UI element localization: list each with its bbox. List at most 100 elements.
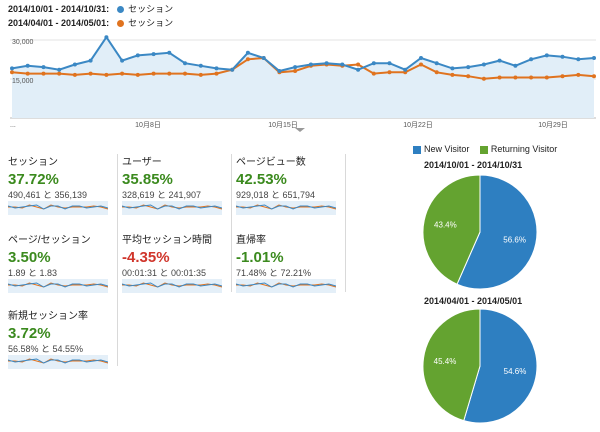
- returning-visitor-swatch-icon: [479, 145, 488, 154]
- data-point[interactable]: [10, 66, 14, 71]
- visitor-pie-chart[interactable]: 54.6% 45.4%: [420, 306, 540, 426]
- data-point[interactable]: [293, 65, 298, 70]
- data-point[interactable]: [293, 69, 298, 73]
- pie-label-new: 54.6%: [504, 367, 527, 376]
- data-point[interactable]: [104, 35, 109, 40]
- data-point[interactable]: [544, 53, 549, 58]
- data-point[interactable]: [72, 72, 77, 77]
- data-point[interactable]: [419, 62, 423, 67]
- data-point[interactable]: [214, 71, 219, 76]
- data-point[interactable]: [450, 66, 455, 71]
- data-point[interactable]: [576, 72, 581, 77]
- data-point[interactable]: [10, 70, 14, 75]
- data-point[interactable]: [481, 62, 486, 67]
- pie-legend: New Visitor Returning Visitor: [413, 144, 557, 154]
- data-point[interactable]: [529, 75, 534, 80]
- legend-series-2-name: セッション: [128, 18, 174, 28]
- data-point[interactable]: [261, 56, 266, 60]
- data-point[interactable]: [88, 71, 93, 76]
- data-point[interactable]: [466, 74, 471, 79]
- sparkline-line: [236, 282, 336, 288]
- data-point[interactable]: [560, 54, 565, 59]
- legend-range-2: 2014/04/01 - 2014/05/01: セッション: [8, 16, 173, 30]
- data-point[interactable]: [450, 72, 455, 77]
- data-point[interactable]: [481, 76, 486, 81]
- data-point[interactable]: [419, 56, 423, 60]
- data-point[interactable]: [356, 62, 361, 67]
- metric-card[interactable]: セッション 37.72% 490,461 と 356,139: [8, 156, 108, 215]
- data-point[interactable]: [356, 67, 361, 72]
- data-point[interactable]: [183, 71, 187, 76]
- data-point[interactable]: [120, 71, 125, 76]
- data-point[interactable]: [25, 63, 30, 68]
- data-point[interactable]: [25, 71, 30, 76]
- data-point[interactable]: [135, 72, 140, 77]
- sparkline-line: [122, 204, 222, 210]
- data-point[interactable]: [245, 57, 250, 62]
- data-point[interactable]: [151, 71, 156, 76]
- metric-values: 00:01:31 と 00:01:35: [122, 268, 207, 278]
- data-point[interactable]: [277, 69, 282, 73]
- data-point[interactable]: [324, 61, 329, 66]
- metric-card[interactable]: 新規セッション率 3.72% 56.58% と 54.55%: [8, 310, 108, 369]
- data-point[interactable]: [120, 58, 125, 63]
- blue-dot-icon: [117, 6, 125, 14]
- data-point[interactable]: [214, 66, 219, 71]
- chart-resize-handle-icon[interactable]: [295, 128, 305, 132]
- data-point[interactable]: [403, 67, 408, 72]
- data-point[interactable]: [198, 63, 203, 68]
- visitor-pie-chart[interactable]: 56.6% 43.4%: [420, 172, 540, 292]
- data-point[interactable]: [183, 61, 187, 66]
- data-point[interactable]: [513, 63, 518, 68]
- metric-change: -4.35%: [122, 249, 170, 266]
- x-axis-ellipsis: ...: [10, 122, 16, 129]
- data-point[interactable]: [72, 62, 77, 67]
- pie-slice-new-visitor[interactable]: [456, 174, 538, 290]
- metric-card[interactable]: 直帰率 -1.01% 71.48% と 72.21%: [236, 234, 336, 293]
- data-point[interactable]: [230, 67, 235, 72]
- data-point[interactable]: [434, 70, 439, 75]
- data-point[interactable]: [104, 72, 109, 77]
- data-point[interactable]: [387, 70, 392, 75]
- legend-range-2-label: 2014/04/01 - 2014/05/01:: [8, 18, 110, 28]
- metric-card[interactable]: 平均セッション時間 -4.35% 00:01:31 と 00:01:35: [122, 234, 222, 293]
- data-point[interactable]: [434, 61, 439, 66]
- data-point[interactable]: [245, 50, 250, 55]
- data-point[interactable]: [592, 74, 596, 79]
- data-point[interactable]: [41, 71, 46, 76]
- data-point[interactable]: [198, 72, 203, 77]
- data-point[interactable]: [167, 71, 172, 76]
- metric-name: セッション: [8, 157, 58, 168]
- data-point[interactable]: [340, 62, 345, 67]
- metric-card[interactable]: ページビュー数 42.53% 929,018 と 651,794: [236, 156, 336, 215]
- sessions-line-chart[interactable]: 30,000 15,000 ... 10月8日 10月15日 10月22日 10…: [0, 32, 600, 132]
- series-line: [11, 35, 595, 73]
- data-point[interactable]: [135, 53, 140, 58]
- data-point[interactable]: [513, 75, 518, 80]
- data-point[interactable]: [497, 58, 502, 63]
- data-point[interactable]: [560, 74, 565, 79]
- data-point[interactable]: [576, 57, 581, 62]
- metric-card[interactable]: ページ/セッション 3.50% 1.89 と 1.83: [8, 234, 108, 293]
- pie-slice-returning-visitor[interactable]: [422, 308, 481, 422]
- column-divider: [345, 154, 346, 292]
- data-point[interactable]: [592, 56, 596, 60]
- data-point[interactable]: [151, 52, 156, 57]
- pie-slice-new-visitor[interactable]: [463, 308, 538, 424]
- data-point[interactable]: [167, 50, 172, 55]
- metric-card[interactable]: ユーザー 35.85% 328,619 と 241,907: [122, 156, 222, 215]
- data-point[interactable]: [466, 65, 471, 70]
- data-point[interactable]: [88, 58, 93, 63]
- data-point[interactable]: [41, 65, 46, 70]
- pie-slice-returning-visitor[interactable]: [422, 174, 481, 285]
- new-visitor-swatch-icon: [413, 145, 421, 154]
- data-point[interactable]: [529, 57, 534, 62]
- data-point[interactable]: [371, 61, 376, 66]
- data-point[interactable]: [308, 62, 313, 67]
- data-point[interactable]: [371, 71, 376, 76]
- data-point[interactable]: [544, 75, 549, 80]
- data-point[interactable]: [497, 75, 502, 80]
- data-point[interactable]: [387, 61, 392, 66]
- data-point[interactable]: [57, 71, 62, 76]
- data-point[interactable]: [57, 67, 62, 72]
